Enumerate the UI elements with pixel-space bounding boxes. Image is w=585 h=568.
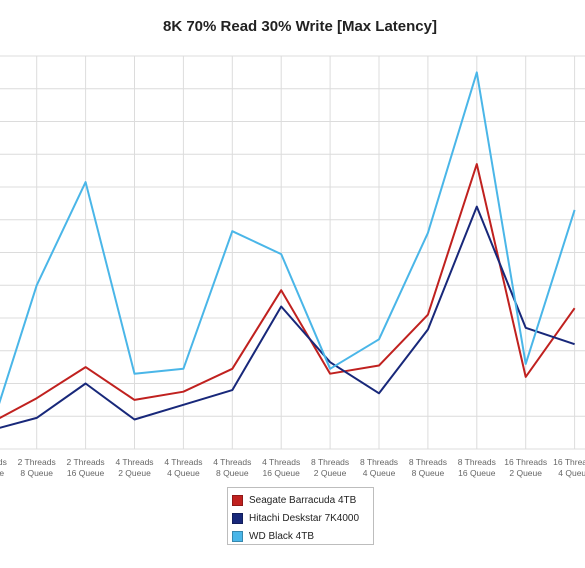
chart-legend: Seagate Barracuda 4TB Hitachi Deskstar 7… [227, 487, 374, 545]
legend-label-wd-black: WD Black 4TB [249, 530, 315, 542]
chart-title: 8K 70% Read 30% Write [Max Latency] [163, 18, 437, 35]
x-tick-label: 4 Queue [558, 468, 585, 478]
legend-item-seagate: Seagate Barracuda 4TB [232, 491, 373, 509]
x-tick-label: 4 Threads [213, 457, 251, 467]
x-tick-label: 4 Queue [0, 468, 4, 478]
x-tick-label: 1 Threads [0, 457, 7, 467]
legend-swatch-wd-black [232, 530, 243, 542]
x-tick-label: 8 Queue [216, 468, 249, 478]
x-tick-label: 8 Threads [311, 457, 349, 467]
chart-series-lines [0, 71, 576, 429]
legend-swatch-hitachi [232, 512, 243, 524]
x-tick-label: 8 Threads [409, 457, 447, 467]
legend-item-wd-black: WD Black 4TB [232, 527, 373, 545]
x-tick-label: 2 Queue [509, 468, 542, 478]
legend-label-hitachi: Hitachi Deskstar 7K4000 [249, 512, 360, 524]
legend-swatch-seagate [232, 494, 243, 506]
x-tick-label: 8 Threads [458, 457, 496, 467]
series-line-1 [0, 205, 575, 429]
x-tick-label: 2 Threads [18, 457, 56, 467]
series-line-2 [0, 71, 576, 405]
chart-grid [0, 55, 585, 450]
legend-item-hitachi: Hitachi Deskstar 7K4000 [232, 509, 373, 527]
x-tick-label: 8 Queue [412, 468, 445, 478]
x-tick-label: 16 Queue [458, 468, 496, 478]
x-tick-label: 4 Threads [164, 457, 202, 467]
x-tick-label: 2 Queue [118, 468, 151, 478]
x-tick-label: 2 Queue [314, 468, 347, 478]
x-tick-label: 16 Threads [553, 457, 585, 467]
x-tick-label: 2 Threads [67, 457, 105, 467]
x-tick-label: 4 Queue [363, 468, 396, 478]
x-tick-label: 8 Queue [20, 468, 53, 478]
x-tick-label: 16 Threads [504, 457, 547, 467]
x-tick-label: 16 Queue [67, 468, 105, 478]
x-tick-label: 4 Threads [115, 457, 153, 467]
series-line-0 [0, 163, 576, 419]
x-tick-label: 8 Threads [360, 457, 398, 467]
x-tick-label: 4 Queue [167, 468, 200, 478]
x-tick-label: 16 Queue [263, 468, 301, 478]
x-tick-label: 4 Threads [262, 457, 300, 467]
legend-label-seagate: Seagate Barracuda 4TB [249, 494, 357, 506]
